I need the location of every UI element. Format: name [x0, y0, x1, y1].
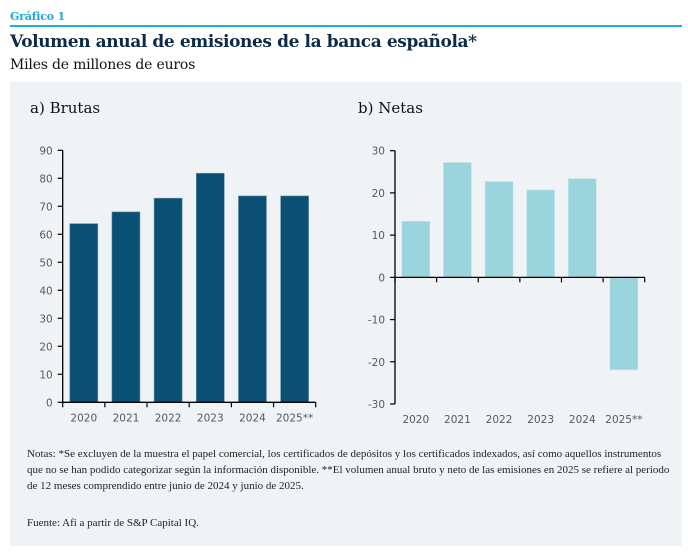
x-tick-label-netas: 2024 [569, 414, 596, 426]
bar-brutas-2023 [195, 172, 225, 403]
bar-brutas-2024 [238, 195, 267, 403]
bar-brutas-2025 [280, 195, 309, 403]
chart-subtitle: Miles de millones de euros [10, 57, 196, 73]
y-tick-label-brutas: 0 [46, 397, 53, 409]
y-tick-label-netas: -20 [368, 357, 385, 369]
x-tick-label-brutas: 2021 [113, 412, 140, 424]
x-tick-label-brutas: 2022 [155, 412, 182, 424]
source-text: Fuente: Afi a partir de S&P Capital IQ. [27, 517, 199, 529]
x-tick-label-netas: 2023 [527, 414, 554, 426]
x-tick-label-brutas: 2025** [276, 412, 313, 424]
bar-netas-2023 [526, 189, 555, 278]
bar-netas-2020 [401, 220, 431, 278]
y-tick-label-brutas: 80 [39, 173, 52, 185]
y-tick-label-netas: 10 [372, 230, 385, 242]
y-tick-label-netas: 20 [372, 188, 385, 200]
panel-title-brutas: a) Brutas [30, 99, 101, 117]
y-tick-label-netas: -10 [368, 315, 385, 327]
bar-brutas-2022 [153, 197, 183, 403]
x-tick-label-netas: 2021 [444, 414, 471, 426]
y-tick-label-brutas: 40 [39, 285, 52, 297]
y-tick-label-brutas: 50 [39, 257, 52, 269]
y-tick-label-brutas: 10 [39, 369, 52, 381]
x-tick-label-brutas: 2020 [70, 412, 97, 424]
bar-netas-2021 [443, 162, 472, 278]
x-tick-label-netas: 2022 [486, 414, 513, 426]
chart-title: Volumen anual de emisiones de la banca e… [10, 32, 477, 52]
x-tick-label-netas: 2025** [605, 414, 642, 426]
x-tick-label-brutas: 2023 [197, 412, 224, 424]
bar-brutas-2020 [69, 223, 99, 403]
bar-brutas-2021 [111, 211, 141, 403]
y-tick-label-netas: -30 [368, 399, 385, 411]
y-tick-label-brutas: 60 [39, 229, 52, 241]
x-tick-label-netas: 2020 [402, 414, 429, 426]
x-tick-label-brutas: 2024 [239, 412, 266, 424]
y-tick-label-brutas: 90 [39, 145, 52, 157]
y-tick-label-netas: 0 [378, 272, 385, 284]
bar-netas-2022 [484, 181, 514, 278]
y-tick-label-brutas: 20 [39, 341, 52, 353]
y-tick-label-brutas: 70 [39, 201, 52, 213]
bar-netas-2024 [567, 178, 597, 278]
bar-netas-2025 [609, 277, 639, 371]
notes-text: Notas: *Se excluyen de la muestra el pap… [27, 448, 670, 492]
y-tick-label-brutas: 30 [39, 313, 52, 325]
panel-title-netas: b) Netas [358, 99, 423, 117]
chart-kicker: Gráfico 1 [10, 10, 65, 23]
accent-rule [10, 25, 682, 27]
y-tick-label-netas: 30 [372, 146, 385, 158]
